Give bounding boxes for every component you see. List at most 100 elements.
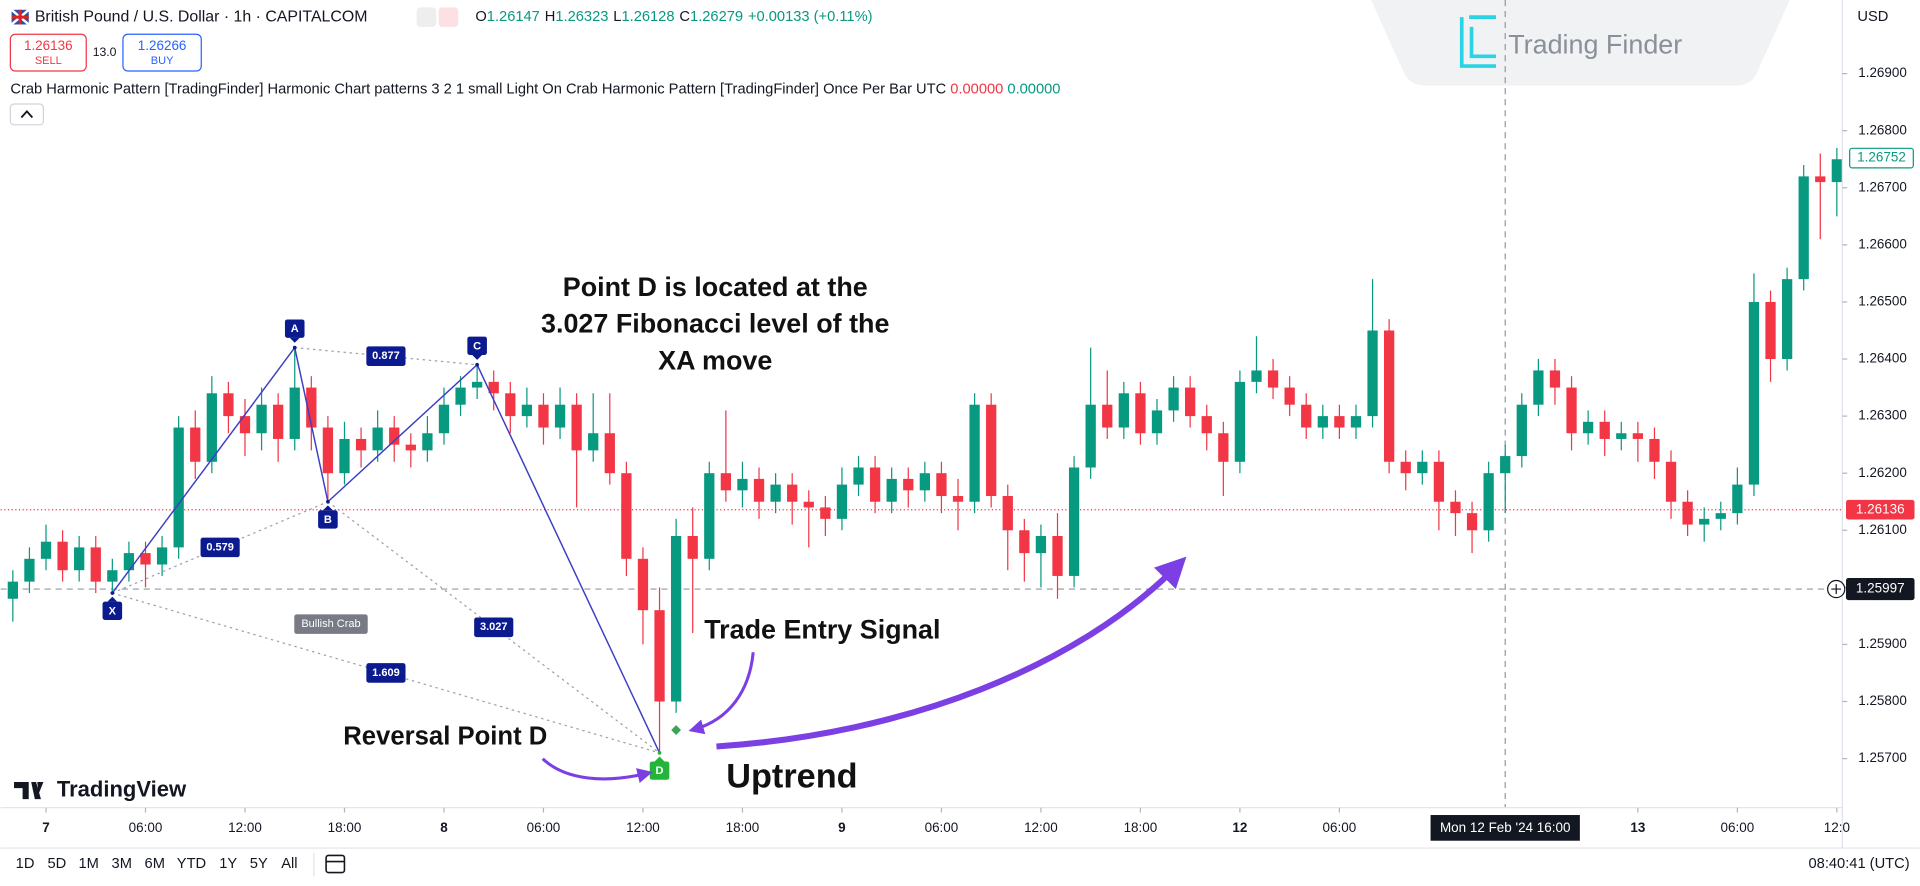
candle-body bbox=[1400, 461, 1411, 474]
trend-arrow bbox=[716, 556, 1187, 750]
clock: 08:40:41 (UTC) bbox=[1809, 856, 1910, 872]
candle-body bbox=[1699, 518, 1710, 525]
y-tick-label: 1.25800 bbox=[1858, 693, 1907, 708]
point-box bbox=[318, 510, 338, 529]
ratio-box bbox=[366, 663, 406, 683]
indicator-name: Crab Harmonic Pattern [TradingFinder] Ha… bbox=[10, 81, 946, 97]
pattern-leg bbox=[294, 347, 329, 502]
candle-body bbox=[903, 478, 914, 491]
buy-button[interactable] bbox=[122, 33, 202, 72]
ohlc-value: 1.26147 bbox=[487, 9, 540, 25]
fib-note-line: 3.027 Fibonacci level of the bbox=[541, 309, 889, 339]
range-button[interactable]: 3M bbox=[112, 856, 132, 872]
sell-button[interactable] bbox=[9, 33, 87, 72]
pattern-point bbox=[326, 499, 330, 504]
range-button[interactable]: 1M bbox=[78, 856, 98, 872]
y-tick-label: 1.26700 bbox=[1858, 179, 1907, 194]
range-button[interactable]: 1Y bbox=[219, 856, 237, 872]
candle-body bbox=[223, 393, 234, 417]
point-label: A bbox=[291, 323, 299, 335]
candle-body bbox=[521, 404, 533, 417]
icon-button[interactable] bbox=[438, 7, 459, 27]
candle-body bbox=[1035, 535, 1047, 554]
candle-body bbox=[687, 535, 698, 559]
pattern-name: Bullish Crab bbox=[301, 618, 360, 630]
crosshair-plus-icon bbox=[1831, 584, 1842, 594]
crosshair-time-tag bbox=[1430, 815, 1580, 841]
entry-signal bbox=[671, 725, 682, 735]
point-box bbox=[102, 601, 123, 620]
y-tick-label: 1.26500 bbox=[1858, 294, 1907, 309]
candle-body bbox=[1798, 176, 1809, 280]
spread: 13.0 bbox=[93, 45, 117, 59]
range-button[interactable]: YTD bbox=[177, 856, 206, 872]
candle-body bbox=[621, 473, 632, 559]
last-price-tag bbox=[1849, 147, 1914, 169]
candle-body bbox=[1582, 421, 1594, 434]
candle-body bbox=[256, 404, 267, 434]
candle-body bbox=[24, 558, 35, 582]
range-button[interactable]: 5Y bbox=[250, 856, 268, 872]
candle-body bbox=[438, 404, 450, 434]
crosshair-price-label: 1.25997 bbox=[1856, 581, 1905, 596]
candle-body bbox=[306, 387, 317, 428]
ratio-label: 1.609 bbox=[372, 667, 400, 679]
candle-body bbox=[1715, 513, 1726, 519]
x-tick-label: 7 bbox=[42, 820, 49, 835]
candle-body bbox=[1068, 467, 1080, 576]
candle-body bbox=[704, 473, 715, 559]
candle-body bbox=[90, 547, 101, 582]
icon-button[interactable] bbox=[416, 7, 437, 27]
collapse-button[interactable] bbox=[9, 103, 45, 126]
tradingview-logo: TradingView bbox=[57, 776, 187, 801]
candle-body bbox=[986, 404, 997, 497]
range-button[interactable]: All bbox=[281, 856, 297, 872]
candle-body bbox=[405, 444, 416, 451]
candle-body bbox=[322, 427, 334, 474]
candle-body bbox=[1251, 370, 1262, 382]
candle-body bbox=[853, 467, 864, 485]
ohlc-text: O1.26147 H1.26323 L1.26128 C1.26279 +0.00133… bbox=[475, 9, 872, 25]
candle-body bbox=[538, 404, 549, 428]
currency-button[interactable] bbox=[1850, 4, 1893, 30]
candle-body bbox=[637, 558, 649, 611]
range-button[interactable]: 1D bbox=[16, 856, 35, 872]
brand-logo bbox=[1459, 15, 1497, 68]
candle-body bbox=[737, 478, 748, 491]
candle-body bbox=[1168, 387, 1179, 411]
x-tick-label: 18:00 bbox=[726, 820, 760, 835]
pattern-leg bbox=[327, 364, 478, 503]
pattern-point bbox=[657, 751, 662, 755]
pattern-point bbox=[292, 345, 297, 350]
y-tick-label: 1.26600 bbox=[1858, 236, 1907, 251]
symbol-title: British Pound / U.S. Dollar · 1h · CAPIT… bbox=[35, 8, 368, 25]
candle-body bbox=[123, 553, 135, 571]
pattern-leg bbox=[111, 347, 296, 594]
candle-body bbox=[273, 404, 284, 439]
candle-body bbox=[1284, 387, 1295, 405]
candle-body bbox=[488, 381, 499, 394]
point-pointer bbox=[654, 756, 665, 762]
range-button[interactable]: 6M bbox=[145, 856, 165, 872]
indicator-value: 0.00000 bbox=[950, 81, 1003, 97]
pattern-ratio-line bbox=[327, 501, 660, 754]
x-tick-label: 8 bbox=[440, 820, 448, 835]
candle-body bbox=[1483, 473, 1494, 531]
ohlc-values: O1.26147 H1.26323 L1.26128 C1.26279 +0.00133… bbox=[475, 9, 872, 25]
candle-body bbox=[571, 404, 582, 451]
x-tick-label: 06:00 bbox=[527, 820, 561, 835]
range-button[interactable]: 5D bbox=[47, 856, 66, 872]
candle-body bbox=[1732, 484, 1743, 514]
candle-body bbox=[74, 547, 85, 571]
point-box bbox=[284, 319, 305, 338]
annotation-arrow bbox=[688, 652, 755, 735]
point-label: D bbox=[656, 765, 664, 777]
candle-body bbox=[720, 473, 732, 491]
candle-body bbox=[1118, 393, 1129, 428]
candle-body bbox=[339, 438, 350, 474]
candle-body bbox=[471, 381, 483, 388]
candle-body bbox=[1533, 370, 1544, 405]
candle-body bbox=[820, 507, 831, 519]
calendar-icon[interactable] bbox=[325, 854, 346, 874]
